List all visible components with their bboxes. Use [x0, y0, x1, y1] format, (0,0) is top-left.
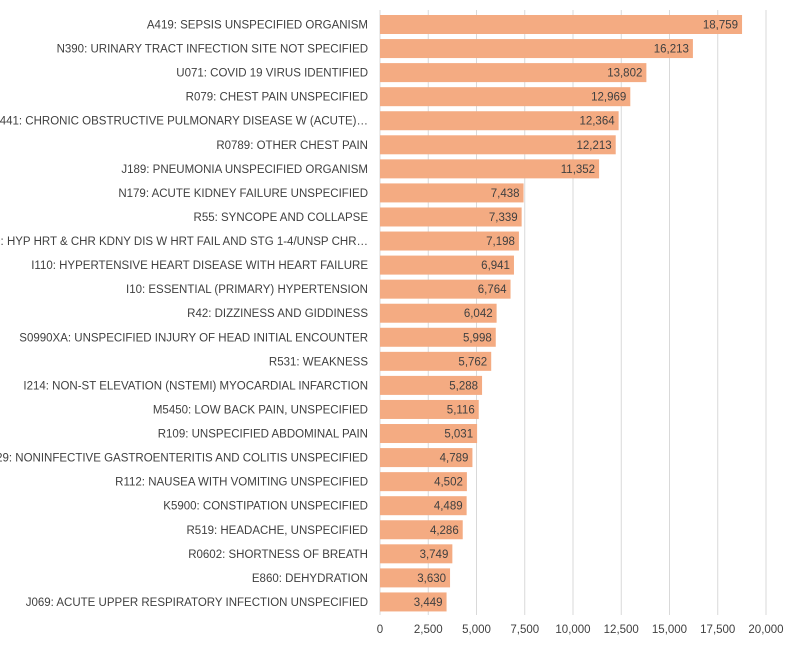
category-label: J441: CHRONIC OBSTRUCTIVE PULMONARY DISE…	[0, 116, 368, 128]
bars	[380, 15, 743, 612]
category-label: R0789: OTHER CHEST PAIN	[216, 140, 368, 152]
category-label: U071: COVID 19 VIRUS IDENTIFIED	[176, 68, 368, 80]
data-labels: 18,759 16,213 13,802 12,969 12,364 12,213 11,3…	[414, 20, 738, 609]
bar	[380, 135, 616, 155]
x-tick-label: 5,000	[462, 624, 491, 636]
bar	[380, 568, 451, 588]
bar	[380, 231, 519, 251]
bar	[380, 183, 524, 203]
category-label: M5450: LOW BACK PAIN, UNSPECIFIED	[153, 404, 368, 416]
bar	[380, 63, 647, 83]
category-label: A419: SEPSIS UNSPECIFIED ORGANISM	[147, 20, 368, 32]
category-label: N179: ACUTE KIDNEY FAILURE UNSPECIFIED	[118, 188, 368, 200]
bar-value-label: 4,789	[440, 453, 469, 465]
category-label: R55: SYNCOPE AND COLLAPSE	[194, 212, 369, 224]
category-label: E860: DEHYDRATION	[252, 573, 368, 585]
bar-value-label: 13,802	[607, 68, 642, 80]
category-label: K5900: CONSTIPATION UNSPECIFIED	[163, 501, 368, 513]
bar	[380, 496, 467, 516]
category-label: R109: UNSPECIFIED ABDOMINAL PAIN	[158, 429, 368, 441]
bar	[380, 520, 463, 540]
x-tick-label: 20,000	[748, 624, 783, 636]
bar	[380, 375, 483, 395]
bar-value-label: 4,286	[430, 525, 459, 537]
x-tick-label: 15,000	[652, 624, 687, 636]
category-labels: A419: SEPSIS UNSPECIFIED ORGANISM N390: U…	[0, 20, 368, 609]
bar-value-label: 12,969	[591, 92, 626, 104]
gridlines	[379, 10, 767, 615]
bar-value-label: 3,749	[420, 549, 449, 561]
category-label: K529: NONINFECTIVE GASTROENTERITIS AND C…	[0, 453, 368, 465]
category-label: N390: URINARY TRACT INFECTION SITE NOT S…	[57, 44, 368, 56]
bar	[380, 87, 631, 107]
bar-value-label: 4,502	[434, 477, 463, 489]
bar	[380, 327, 496, 347]
bar-value-label: 11,352	[561, 164, 595, 176]
x-tick-label: 10,000	[555, 624, 590, 636]
category-label: S0990XA: UNSPECIFIED INJURY OF HEAD INIT…	[19, 332, 368, 344]
category-label: I10: ESSENTIAL (PRIMARY) HYPERTENSION	[126, 284, 368, 296]
bar-value-label: 12,213	[577, 140, 612, 152]
bar	[380, 207, 522, 227]
bar	[380, 544, 453, 564]
category-label: R0602: SHORTNESS OF BREATH	[188, 549, 368, 561]
bar	[380, 399, 479, 419]
bar-value-label: 12,364	[579, 116, 615, 128]
bar-value-label: 6,764	[478, 284, 507, 296]
bar	[380, 39, 693, 59]
bar-value-label: 3,449	[414, 597, 443, 609]
x-tick-label: 7,500	[510, 624, 539, 636]
bar-value-label: 16,213	[654, 44, 689, 56]
x-tick-label: 17,500	[700, 624, 735, 636]
category-label: R112: NAUSEA WITH VOMITING UNSPECIFIED	[115, 477, 368, 489]
bar	[380, 351, 492, 371]
bar	[380, 424, 478, 444]
category-label: I130: HYP HRT & CHR KDNY DIS W HRT FAIL …	[0, 236, 368, 248]
bar	[380, 592, 447, 612]
x-tick-label: 0	[377, 624, 383, 636]
bar-value-label: 5,998	[463, 332, 492, 344]
x-tick-label: 2,500	[414, 624, 443, 636]
category-label: R519: HEADACHE, UNSPECIFIED	[187, 525, 369, 537]
bar	[380, 159, 600, 179]
bar	[380, 472, 467, 492]
category-label: I110: HYPERTENSIVE HEART DISEASE WITH HE…	[31, 260, 368, 272]
bar	[380, 111, 619, 131]
bar	[380, 15, 743, 34]
bar	[380, 303, 497, 323]
bar-value-label: 6,941	[481, 260, 510, 272]
bar-value-label: 5,762	[458, 356, 487, 368]
bar	[380, 279, 511, 299]
bar	[380, 448, 473, 468]
category-label: R531: WEAKNESS	[269, 356, 368, 368]
bar-value-label: 7,198	[486, 236, 515, 248]
bar-value-label: 4,489	[434, 501, 463, 513]
category-label: I214: NON-ST ELEVATION (NSTEMI) MYOCARDI…	[23, 380, 368, 392]
bar-value-label: 5,031	[444, 429, 473, 441]
bar-value-label: 7,339	[489, 212, 518, 224]
bar-value-label: 5,116	[447, 404, 475, 416]
x-tick-label: 12,500	[604, 624, 639, 636]
category-label: R42: DIZZINESS AND GIDDINESS	[187, 308, 368, 320]
category-label: R079: CHEST PAIN UNSPECIFIED	[186, 92, 368, 104]
bar	[380, 255, 514, 275]
x-axis-tick-labels: 0 2,500 5,000 7,500 10,000 12,500 15,000 17,500…	[377, 624, 784, 636]
bar-value-label: 3,630	[417, 573, 446, 585]
category-label: J189: PNEUMONIA UNSPECIFIED ORGANISM	[121, 164, 368, 176]
bar-value-label: 6,042	[464, 308, 493, 320]
bar-value-label: 18,759	[703, 20, 738, 32]
bar-value-label: 5,288	[449, 380, 478, 392]
category-label: J069: ACUTE UPPER RESPIRATORY INFECTION …	[26, 597, 368, 609]
bar-value-label: 7,438	[491, 188, 520, 200]
